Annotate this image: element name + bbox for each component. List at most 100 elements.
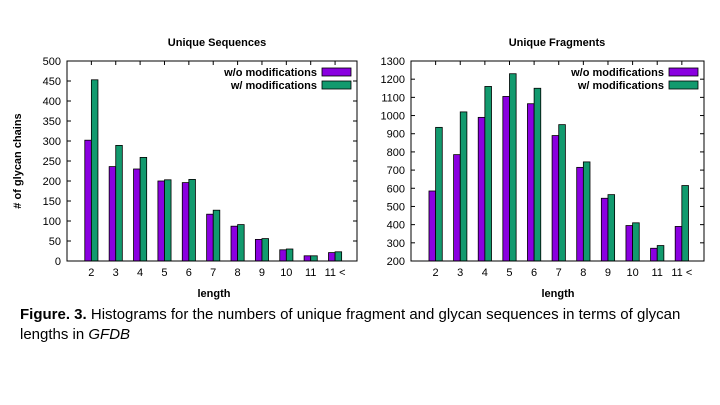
chart2-x-tick-label: 9	[605, 267, 611, 279]
chart1-x-tick-label: 4	[137, 267, 143, 279]
chart1-x-tick-label: 10	[280, 267, 292, 279]
chart2-bar-w-mod	[533, 87, 542, 262]
chart2-y-tick-label: 1300	[381, 56, 405, 68]
chart1-legend-swatch	[321, 80, 352, 90]
chart2-y-tick-label: 900	[387, 129, 405, 141]
chart2-legend-swatch	[668, 67, 699, 77]
chart1-y-tick-label: 400	[43, 96, 61, 108]
chart1-plot-frame	[66, 60, 358, 262]
chart2-legend-label: w/o modifications	[570, 67, 664, 79]
chart1-legend-label: w/ modifications	[230, 80, 317, 92]
chart2-bar-w-mod	[582, 161, 591, 262]
chart1-bar-wo-mod	[303, 255, 312, 262]
chart1-bar-wo-mod	[84, 139, 92, 262]
caption-text: Histograms for the numbers of unique fra…	[20, 306, 681, 343]
chart1-y-tick-label: 350	[43, 116, 61, 128]
chart1-x-tick-label: 3	[113, 267, 119, 279]
chart2-plot-frame	[410, 60, 705, 262]
chart2-bar-wo-mod	[625, 225, 633, 262]
chart2-x-tick-label: 7	[556, 267, 562, 279]
chart1-bar-wo-mod	[328, 252, 336, 262]
chart2-y-tick-label: 1000	[381, 111, 405, 123]
chart1-bar-wo-mod	[108, 166, 117, 262]
chart1-bar-w-mod	[310, 255, 318, 262]
chart2-x-tick-label: 5	[506, 267, 512, 279]
chart1-bar-wo-mod	[133, 168, 141, 262]
chart2-bar-w-mod	[509, 73, 517, 262]
chart2-bar-w-mod	[459, 111, 468, 262]
chart1-bar-w-mod	[237, 224, 245, 262]
chart2-bar-wo-mod	[428, 190, 437, 262]
chart2-bar-w-mod	[632, 222, 640, 262]
chart1-x-tick-label: 7	[210, 267, 216, 279]
chart1-y-tick-label: 200	[43, 176, 61, 188]
chart2-bar-wo-mod	[502, 96, 510, 262]
chart2-bar-w-mod	[558, 124, 566, 262]
chart1-y-tick-label: 500	[43, 56, 61, 68]
chart2-y-tick-label: 500	[387, 201, 405, 213]
chart2-x-tick-label: 2	[433, 267, 439, 279]
chart2-x-tick-label: 11 <	[671, 267, 692, 279]
chart2-bar-wo-mod	[551, 135, 560, 262]
chart1-bar-wo-mod	[181, 182, 190, 262]
chart1-y-tick-label: 150	[43, 196, 61, 208]
chart1-legend-swatch	[321, 67, 352, 77]
chart2-bar-wo-mod	[674, 226, 683, 262]
chart1-y-tick-label: 300	[43, 136, 61, 148]
chart2-x-tick-label: 11	[652, 267, 663, 279]
chart2-bar-w-mod	[435, 126, 443, 262]
chart1-bar-w-mod	[139, 156, 148, 262]
chart2-x-tick-label: 6	[531, 267, 537, 279]
chart2-x-tick-label: 4	[482, 267, 488, 279]
chart1-bar-w-mod	[261, 238, 269, 262]
chart1-x-tick-label: 5	[161, 267, 167, 279]
chart1-title: Unique Sequences	[168, 37, 266, 49]
chart1-bar-w-mod	[188, 178, 196, 262]
chart2-x-tick-label: 10	[626, 267, 638, 279]
chart2-y-tick-label: 300	[387, 238, 405, 250]
figure-caption: Figure. 3. Histograms for the numbers of…	[20, 305, 700, 345]
figure-charts: Unique Sequences 0 50 100 150 200 250 300 350 400…	[12, 37, 705, 300]
chart1-x-tick-label: 8	[235, 267, 241, 279]
chart1-bar-w-mod	[285, 248, 294, 262]
chart2-y-tick-label: 1100	[381, 92, 405, 104]
chart1-y-tick-label: 450	[43, 76, 61, 88]
chart2-y-tick-label: 600	[387, 183, 405, 195]
chart1-x-axis-label: length	[198, 288, 231, 300]
chart1-bar-wo-mod	[254, 238, 263, 262]
chart2-bar-wo-mod	[477, 116, 486, 262]
chart2-y-tick-label: 200	[387, 256, 405, 268]
chart1-y-tick-label: 50	[49, 236, 61, 248]
chart2-y-tick-label: 400	[387, 220, 405, 232]
chart2-bar-wo-mod	[453, 154, 461, 262]
chart2-y-tick-label: 1200	[381, 74, 405, 86]
chart1-x-tick-label: 2	[88, 267, 94, 279]
chart2-bar-w-mod	[607, 194, 616, 262]
chart2-bar-wo-mod	[576, 166, 584, 262]
chart1-bar-wo-mod	[279, 249, 287, 262]
chart1-y-axis-label: # of glycan chains	[12, 113, 24, 208]
chart2-x-tick-label: 8	[580, 267, 586, 279]
chart2-title: Unique Fragments	[509, 37, 606, 49]
chart1-y-tick-label: 0	[55, 256, 61, 268]
chart2-legend-swatch	[668, 80, 699, 90]
chart1-x-tick-label: 11	[305, 267, 316, 279]
caption-italic: GFDB	[88, 326, 131, 343]
chart2-x-axis-label: length	[542, 288, 575, 300]
chart2-bar-wo-mod	[650, 247, 658, 262]
chart2-y-tick-label: 800	[387, 147, 405, 159]
chart2-x-tick-label: 3	[457, 267, 463, 279]
chart1-legend-label: w/o modifications	[223, 67, 317, 79]
chart2-bar-wo-mod	[527, 103, 535, 262]
chart2-bar-w-mod	[681, 185, 689, 262]
chart1-x-tick-label: 11 <	[325, 267, 346, 279]
chart1-bar-wo-mod	[157, 180, 165, 262]
caption-label: Figure. 3.	[20, 306, 87, 323]
chart1-bar-w-mod	[212, 209, 221, 262]
chart1-bar-wo-mod	[230, 225, 238, 262]
chart1-bar-w-mod	[164, 179, 172, 262]
chart1-bar-w-mod	[90, 79, 99, 262]
chart1-y-tick-label: 250	[43, 156, 61, 168]
chart1-y-tick-label: 100	[43, 216, 61, 228]
chart1-x-tick-label: 9	[259, 267, 265, 279]
